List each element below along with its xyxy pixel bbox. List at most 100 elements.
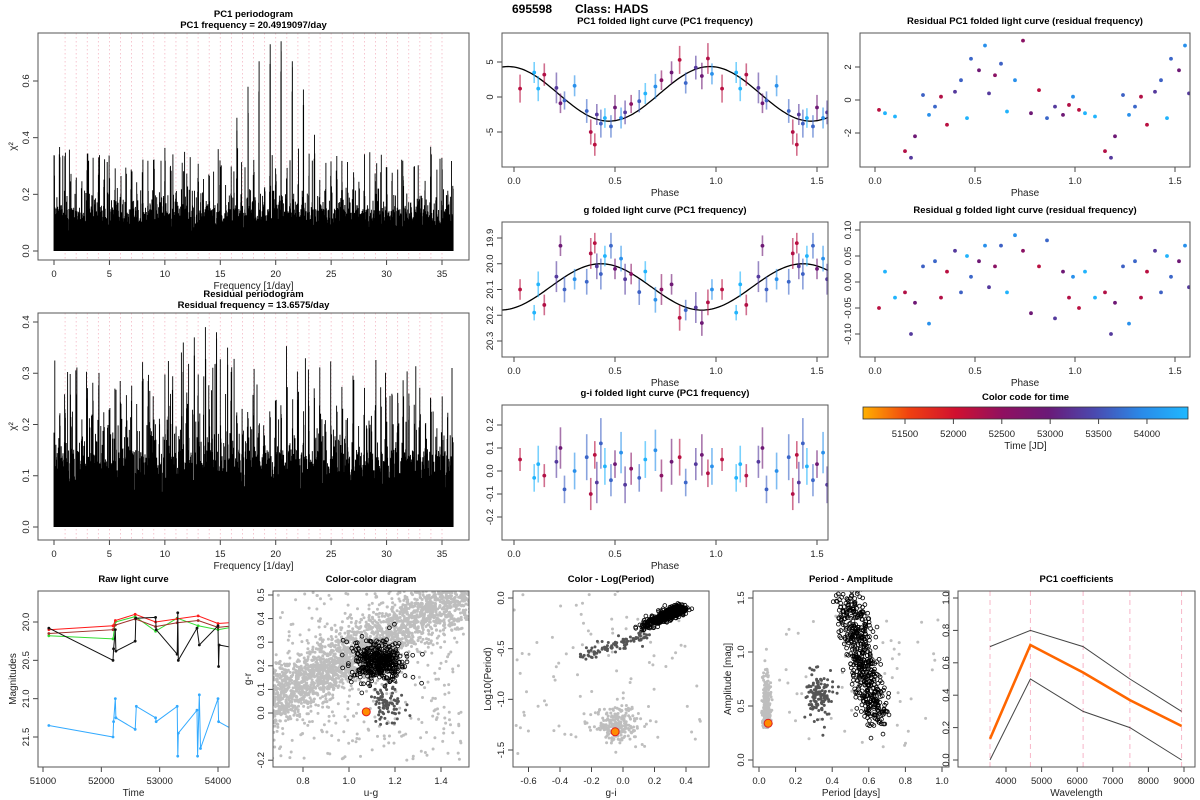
reference-point: [370, 642, 376, 647]
reference-point: [394, 616, 398, 620]
periodogram-trace: [53, 41, 454, 251]
reference-point: [377, 674, 382, 680]
reference-point: [295, 680, 298, 684]
reference-point: [267, 696, 270, 699]
data-point: [706, 56, 710, 61]
reference-point: [447, 619, 451, 623]
reference-point: [405, 703, 409, 707]
reference-point: [291, 671, 295, 675]
reference-point: [329, 597, 333, 601]
reference-point: [623, 734, 627, 738]
reference-point: [380, 682, 384, 686]
reference-point: [396, 700, 400, 703]
reference-point: [619, 720, 623, 724]
reference-point: [269, 681, 272, 684]
data-point: [47, 724, 51, 727]
data-point: [927, 112, 931, 117]
reference-point: [447, 691, 451, 695]
reference-point: [273, 711, 277, 715]
reference-point: [395, 717, 399, 721]
reference-point: [428, 606, 432, 610]
reference-point: [611, 708, 615, 712]
reference-point: [430, 584, 433, 587]
data-point: [653, 297, 658, 302]
data-point: [536, 282, 541, 287]
reference-point: [417, 591, 421, 594]
reference-point: [388, 701, 392, 705]
reference-point: [358, 678, 362, 682]
reference-point: [654, 720, 658, 724]
reference-point: [464, 616, 468, 620]
reference-point: [346, 635, 350, 639]
reference-point: [310, 720, 314, 723]
reference-point: [435, 641, 439, 645]
y-axis-label: g-r: [243, 672, 254, 685]
reference-point: [392, 741, 396, 745]
data-point: [659, 473, 664, 478]
reference-point: [347, 741, 351, 745]
reference-point: [390, 711, 394, 715]
reference-point: [419, 736, 423, 740]
reference-point: [319, 660, 323, 664]
reference-point: [443, 640, 447, 644]
reference-point: [322, 690, 326, 693]
reference-point: [426, 609, 430, 613]
reference-point: [394, 629, 398, 633]
plot-frame: [37, 590, 230, 768]
reference-point: [355, 737, 359, 740]
reference-point: [453, 584, 456, 587]
reference-point: [278, 719, 282, 723]
data-point: [734, 476, 739, 480]
data-point: [760, 243, 765, 248]
reference-point: [332, 688, 335, 692]
reference-point: [343, 611, 347, 615]
reference-point: [444, 660, 448, 663]
reference-point: [437, 592, 441, 596]
reference-point: [471, 602, 474, 605]
reference-point: [618, 741, 622, 745]
reference-point: [463, 588, 466, 591]
reference-point: [636, 617, 640, 621]
data-point: [1183, 243, 1187, 248]
reference-point: [444, 583, 447, 586]
reference-point: [472, 581, 475, 584]
reference-point: [608, 721, 612, 725]
reference-point: [306, 723, 310, 727]
reference-point: [276, 593, 280, 597]
data-point: [1021, 38, 1025, 43]
reference-point: [264, 703, 267, 706]
reference-point: [463, 581, 466, 584]
reference-point: [305, 677, 309, 681]
data-point: [706, 300, 710, 305]
reference-point: [295, 698, 299, 702]
reference-point: [472, 571, 475, 574]
reference-point: [590, 646, 594, 650]
data-point: [693, 65, 698, 70]
data-point: [216, 624, 220, 628]
reference-point: [607, 724, 611, 728]
reference-point: [458, 603, 461, 607]
data-point: [993, 73, 997, 78]
reference-point: [392, 650, 397, 656]
chart-title: PC1 folded light curve (PC1 frequency): [577, 16, 753, 27]
y-tick-label: -0.1: [485, 486, 496, 502]
reference-point: [644, 722, 648, 726]
reference-point: [269, 638, 272, 641]
reference-point: [374, 702, 378, 706]
reference-point: [337, 643, 340, 647]
reference-point: [379, 722, 383, 726]
reference-point: [609, 711, 613, 715]
reference-point: [305, 688, 309, 692]
reference-point: [626, 639, 630, 643]
y-tick-label: 0.1: [21, 469, 32, 482]
reference-point: [386, 654, 392, 660]
reference-point: [429, 625, 432, 629]
reference-point: [321, 666, 325, 670]
chart-title: PC1 periodogram: [214, 9, 293, 20]
reference-point: [423, 686, 427, 690]
y-tick-label: 0.0: [21, 520, 32, 533]
data-point: [47, 632, 51, 635]
reference-point: [464, 583, 467, 586]
reference-point: [472, 589, 475, 592]
reference-point: [291, 686, 295, 690]
